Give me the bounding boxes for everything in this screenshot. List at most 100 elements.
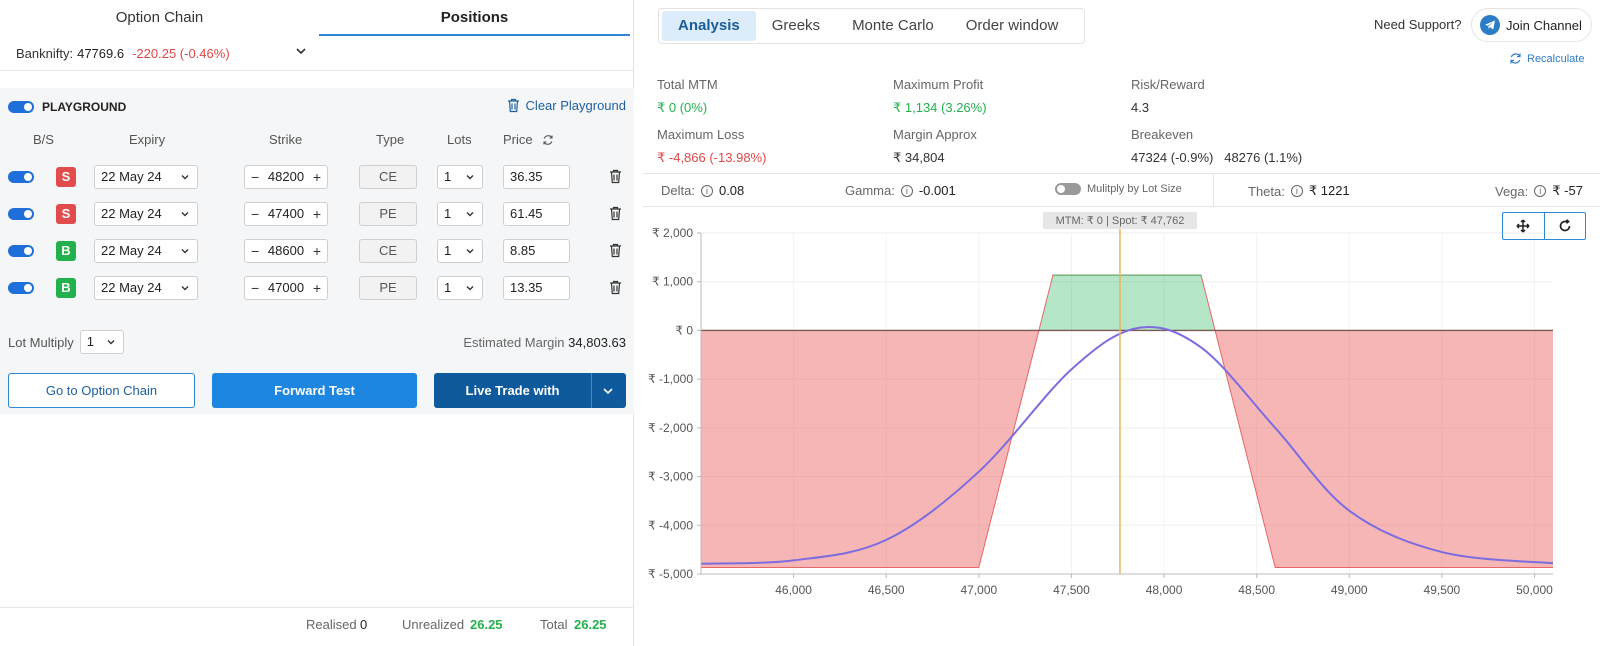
theta-value: ₹ 1221	[1308, 183, 1350, 198]
trash-icon[interactable]	[609, 243, 622, 258]
total-mtm-value: ₹ 0 (0%)	[657, 100, 708, 115]
col-price: Price	[503, 132, 533, 147]
leg-row: B 22 May 24 −48600 + CE 1 8.85	[0, 238, 634, 264]
lots-select[interactable]: 1	[437, 276, 483, 300]
price-input[interactable]: 8.85	[503, 239, 570, 263]
lots-value: 1	[444, 169, 452, 184]
strike-value: 48200	[267, 169, 305, 184]
expiry-select[interactable]: 22 May 24	[94, 202, 198, 226]
plus-icon[interactable]: +	[312, 206, 321, 222]
strike-stepper[interactable]: −48200 +	[244, 165, 328, 189]
trash-icon	[507, 98, 519, 113]
payoff-chart-svg[interactable]: ₹ 2,000 ₹ 1,000 ₹ 0 ₹ -1,000 ₹ -2,000 ₹ -3,00…	[643, 208, 1600, 646]
delta-stat: Delta: i 0.08	[661, 183, 744, 198]
leg-toggle[interactable]	[8, 208, 34, 220]
playground-toggle[interactable]	[8, 101, 34, 113]
y-tick-label: ₹ -4,000	[648, 518, 693, 532]
x-tick-label: 46,500	[868, 583, 905, 597]
recalculate-button[interactable]: Recalculate	[1509, 52, 1584, 65]
side-badge[interactable]: B	[56, 241, 76, 261]
live-trade-button[interactable]: Live Trade with	[434, 373, 626, 408]
margin-value: ₹ 34,804	[893, 150, 945, 165]
minus-icon[interactable]: −	[251, 280, 260, 296]
tab-greeks[interactable]: Greeks	[771, 17, 821, 34]
info-icon[interactable]: i	[900, 184, 913, 197]
move-icon[interactable]	[1503, 213, 1545, 239]
y-tick-label: ₹ -2,000	[648, 421, 693, 435]
info-icon[interactable]: i	[1534, 185, 1547, 197]
trash-icon[interactable]	[609, 169, 622, 184]
chevron-down-icon[interactable]	[294, 44, 308, 58]
plus-icon[interactable]: +	[312, 169, 321, 185]
theta-label: Theta:	[1248, 183, 1285, 199]
strike-stepper[interactable]: −47000 +	[244, 276, 328, 300]
side-badge[interactable]: S	[56, 204, 76, 224]
lot-multiply: Lot Multiply 1	[8, 330, 124, 354]
lot-size-toggle[interactable]	[1055, 183, 1081, 195]
forward-test-button[interactable]: Forward Test	[212, 373, 417, 408]
leg-toggle[interactable]	[8, 245, 34, 257]
info-icon[interactable]: i	[700, 184, 713, 197]
price-input[interactable]: 61.45	[503, 202, 570, 226]
plus-icon[interactable]: +	[312, 280, 321, 296]
playground-label: PLAYGROUND	[42, 100, 127, 114]
tab-analysis[interactable]: Analysis	[662, 11, 756, 41]
analysis-tabs: Analysis Greeks Monte Carlo Order window	[658, 8, 1085, 44]
minus-icon[interactable]: −	[251, 243, 260, 259]
gamma-label: Gamma:	[845, 183, 895, 198]
lot-multiply-value: 1	[86, 334, 94, 349]
tab-option-chain[interactable]: Option Chain	[115, 9, 204, 26]
x-tick-label: 46,000	[775, 583, 812, 597]
tab-monte-carlo[interactable]: Monte Carlo	[852, 17, 934, 34]
trash-icon[interactable]	[609, 206, 622, 221]
chevron-down-icon[interactable]	[601, 384, 615, 398]
leg-toggle[interactable]	[8, 171, 34, 183]
expiry-select[interactable]: 22 May 24	[94, 165, 198, 189]
expiry-value: 22 May 24	[101, 280, 162, 295]
index-ticker[interactable]: Banknifty: 47769.6 -220.25 (-0.46%)	[0, 36, 634, 71]
side-badge[interactable]: B	[56, 278, 76, 298]
strike-value: 47000	[267, 280, 305, 295]
clear-playground-button[interactable]: Clear Playground	[507, 98, 626, 113]
reset-icon[interactable]	[1545, 213, 1586, 239]
lots-select[interactable]: 1	[437, 165, 483, 189]
left-tabs: Option Chain Positions	[0, 0, 634, 36]
plus-icon[interactable]: +	[312, 243, 321, 259]
lot-multiply-select[interactable]: 1	[79, 330, 124, 354]
side-badge[interactable]: S	[56, 167, 76, 187]
expiry-select[interactable]: 22 May 24	[94, 276, 198, 300]
tab-positions[interactable]: Positions	[319, 0, 630, 36]
tab-order-window[interactable]: Order window	[965, 17, 1059, 34]
tooltip-box	[1042, 212, 1197, 229]
x-tick-label: 47,500	[1053, 583, 1090, 597]
chevron-down-icon	[181, 286, 189, 291]
minus-icon[interactable]: −	[251, 206, 260, 222]
col-type: Type	[376, 132, 405, 147]
expiry-select[interactable]: 22 May 24	[94, 239, 198, 263]
price-input[interactable]: 13.35	[503, 276, 570, 300]
need-support-label: Need Support?	[1374, 17, 1462, 32]
leg-toggle[interactable]	[8, 282, 34, 294]
payoff-chart[interactable]: ₹ 2,000 ₹ 1,000 ₹ 0 ₹ -1,000 ₹ -2,000 ₹ -3,00…	[643, 208, 1600, 646]
pnl-footer: Realised 0 Unrealized 26.25 Total 26.25	[0, 607, 634, 642]
price-input[interactable]: 36.35	[503, 165, 570, 189]
lots-select[interactable]: 1	[437, 239, 483, 263]
chevron-down-icon	[181, 212, 189, 217]
strike-stepper[interactable]: −47400 +	[244, 202, 328, 226]
vega-value: ₹ -57	[1552, 183, 1583, 198]
minus-icon[interactable]: −	[251, 169, 260, 185]
estimated-margin-label: Estimated Margin	[463, 335, 565, 350]
strike-stepper[interactable]: −48600 +	[244, 239, 328, 263]
join-channel-button[interactable]: Join Channel	[1471, 8, 1592, 42]
go-to-option-chain-button[interactable]: Go to Option Chain	[8, 373, 195, 408]
lots-value: 1	[444, 280, 452, 295]
chevron-down-icon	[181, 175, 189, 180]
chart-tools	[1502, 212, 1586, 240]
trash-icon[interactable]	[609, 280, 622, 295]
recalculate-label: Recalculate	[1527, 52, 1585, 65]
refresh-icon[interactable]	[542, 134, 554, 146]
info-icon[interactable]: i	[1290, 185, 1303, 197]
lots-select[interactable]: 1	[437, 202, 483, 226]
telegram-icon	[1480, 15, 1500, 35]
max-profit-value: ₹ 1,134 (3.26%)	[893, 100, 987, 115]
